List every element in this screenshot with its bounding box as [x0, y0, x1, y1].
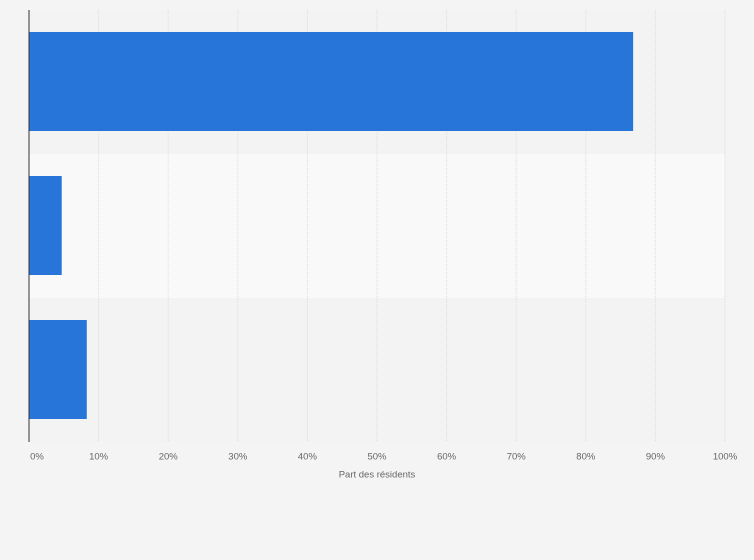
- x-tick-label: 40%: [298, 452, 318, 463]
- x-tick-label: 0%: [30, 452, 44, 463]
- x-tick-label: 20%: [159, 452, 179, 463]
- x-tick-label: 60%: [437, 452, 457, 463]
- x-axis-title: Part des résidents: [339, 470, 416, 481]
- x-tick-label: 90%: [646, 452, 666, 463]
- bar: [29, 320, 87, 419]
- x-tick-label: 70%: [507, 452, 527, 463]
- x-tick-label: 10%: [89, 452, 109, 463]
- x-tick-label: 80%: [576, 452, 596, 463]
- bar: [29, 32, 634, 131]
- x-tick-label: 50%: [367, 452, 387, 463]
- x-tick-label: 30%: [228, 452, 248, 463]
- bar: [29, 176, 62, 275]
- x-tick-label: 100%: [713, 452, 738, 463]
